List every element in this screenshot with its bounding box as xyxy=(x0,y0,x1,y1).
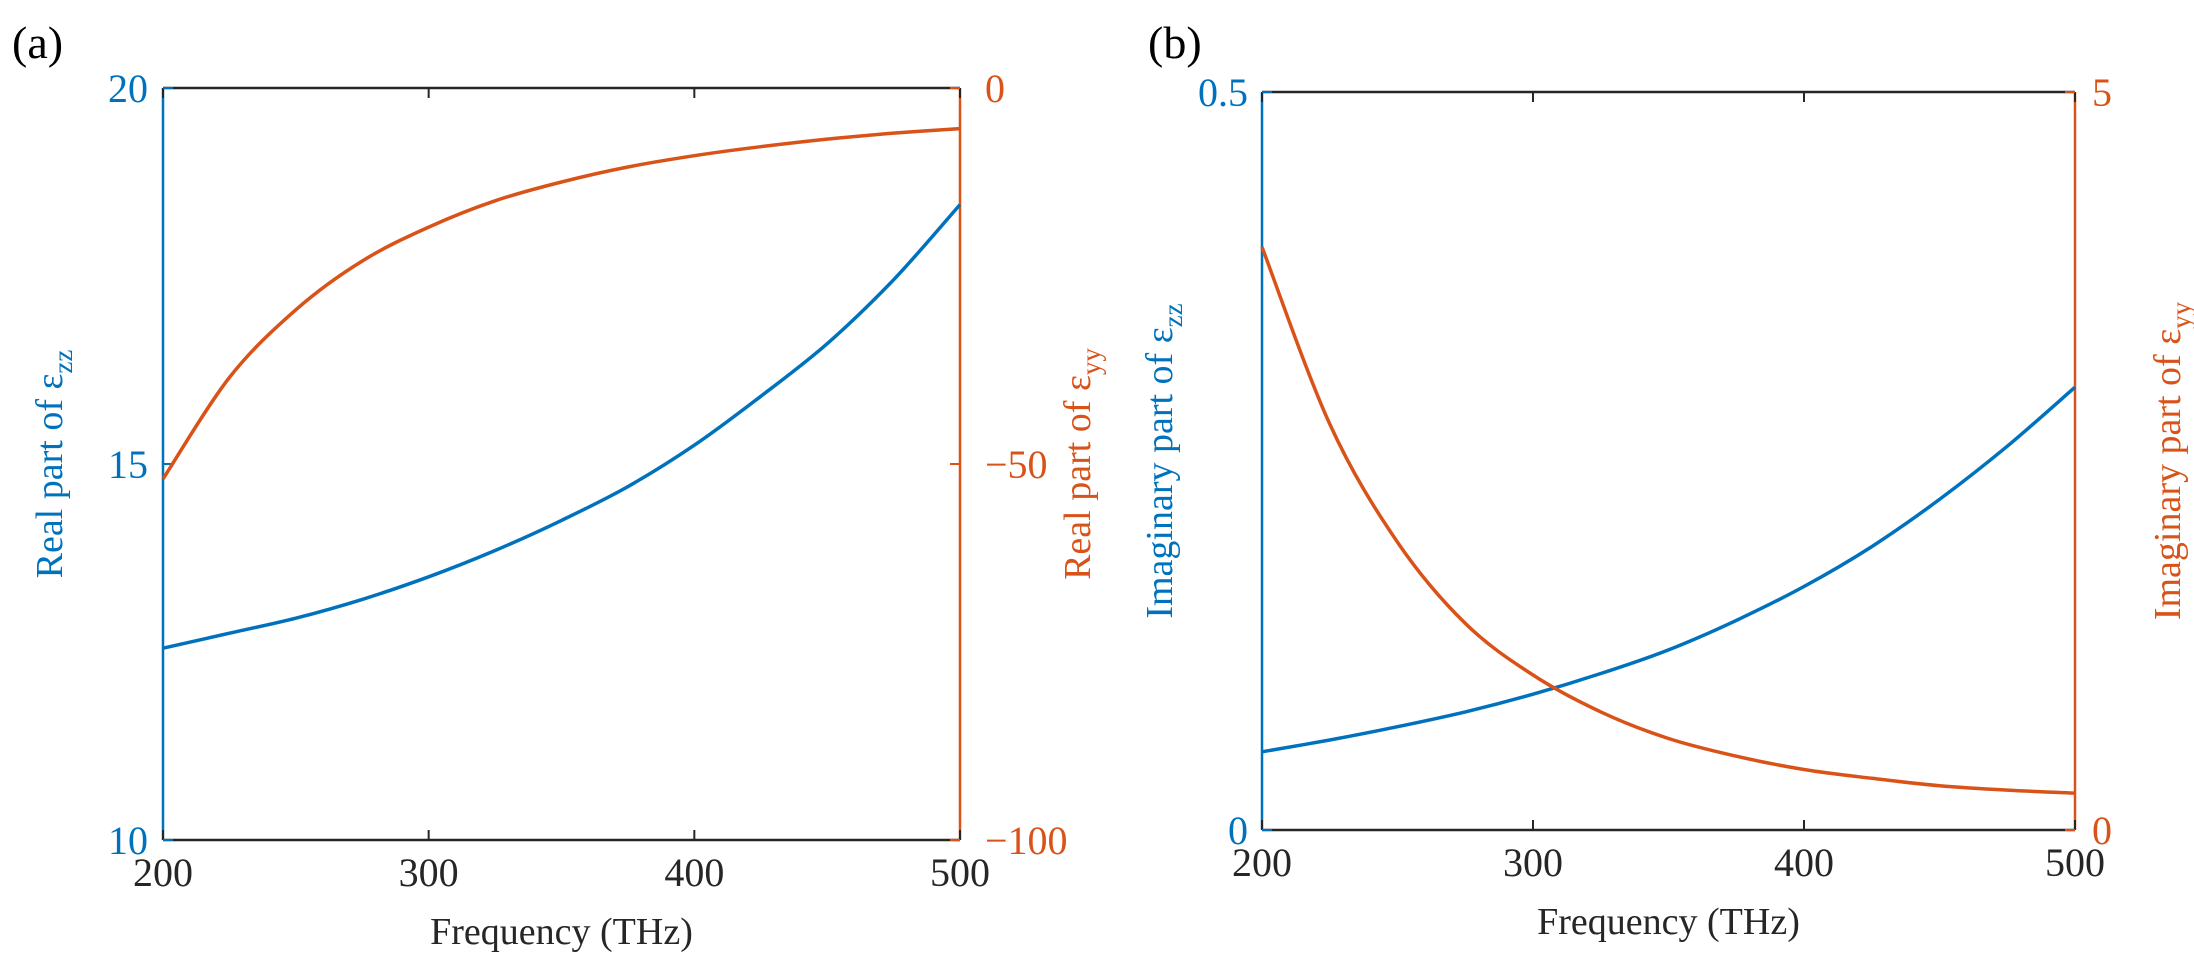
left-y-tick-label: 20 xyxy=(108,66,148,111)
panel-label: (b) xyxy=(1148,17,1202,68)
x-tick-label: 500 xyxy=(930,850,990,895)
x-axis-title: Frequency (THz) xyxy=(1537,901,1800,943)
chart-panel-a: (a) 200 300 400 500 10 15 20 −100 −50 0 Frequency (… xyxy=(12,17,1106,953)
left-y-axis-title-subscript: zz xyxy=(48,350,78,374)
x-tick-label: 500 xyxy=(2045,840,2105,885)
series-line-zz xyxy=(162,203,962,650)
x-tick-label: 400 xyxy=(1774,840,1834,885)
series-line-zz xyxy=(1261,385,2077,754)
right-y-axis-title: Imaginary part of εyy xyxy=(2147,301,2194,620)
x-tick-label: 300 xyxy=(1503,840,1563,885)
right-y-tick-label: 0 xyxy=(985,66,1005,111)
x-axis-title: Frequency (THz) xyxy=(430,911,693,953)
x-tick-label: 400 xyxy=(664,850,724,895)
series-line-yy xyxy=(161,126,961,480)
x-tick-label: 200 xyxy=(133,850,193,895)
right-y-tick-label: 5 xyxy=(2092,70,2112,115)
right-y-axis-title: Real part of εyy xyxy=(1057,348,1106,580)
right-y-axis-title-text: Imaginary part of ε xyxy=(2147,329,2189,620)
right-y-tick-label: 0 xyxy=(2092,808,2112,853)
x-tick-label: 200 xyxy=(1232,840,1292,885)
panel-label: (a) xyxy=(12,17,63,68)
right-y-tick-label: −100 xyxy=(985,818,1068,863)
left-y-axis-title: Imaginary part of εzz xyxy=(1139,303,1188,618)
left-y-tick-label: 15 xyxy=(108,442,148,487)
left-y-tick-label: 0 xyxy=(1228,808,1248,853)
left-y-tick-label: 10 xyxy=(108,818,148,863)
left-y-axis-title-subscript: zz xyxy=(1158,303,1188,327)
left-y-axis-title: Real part of εzz xyxy=(29,350,78,579)
right-y-axis-title-text: Real part of ε xyxy=(1057,375,1099,580)
x-tick-label: 300 xyxy=(399,850,459,895)
right-y-tick-label: −50 xyxy=(985,442,1048,487)
left-y-axis-title-text: Imaginary part of ε xyxy=(1139,327,1181,618)
left-y-tick-label: 0.5 xyxy=(1198,70,1248,115)
left-y-axis-title-text: Real part of ε xyxy=(29,374,71,579)
right-y-axis-title-subscript: yy xyxy=(1076,348,1106,376)
right-y-axis-title-subscript: yy xyxy=(2166,301,2194,329)
series-line-yy xyxy=(1260,246,2076,795)
